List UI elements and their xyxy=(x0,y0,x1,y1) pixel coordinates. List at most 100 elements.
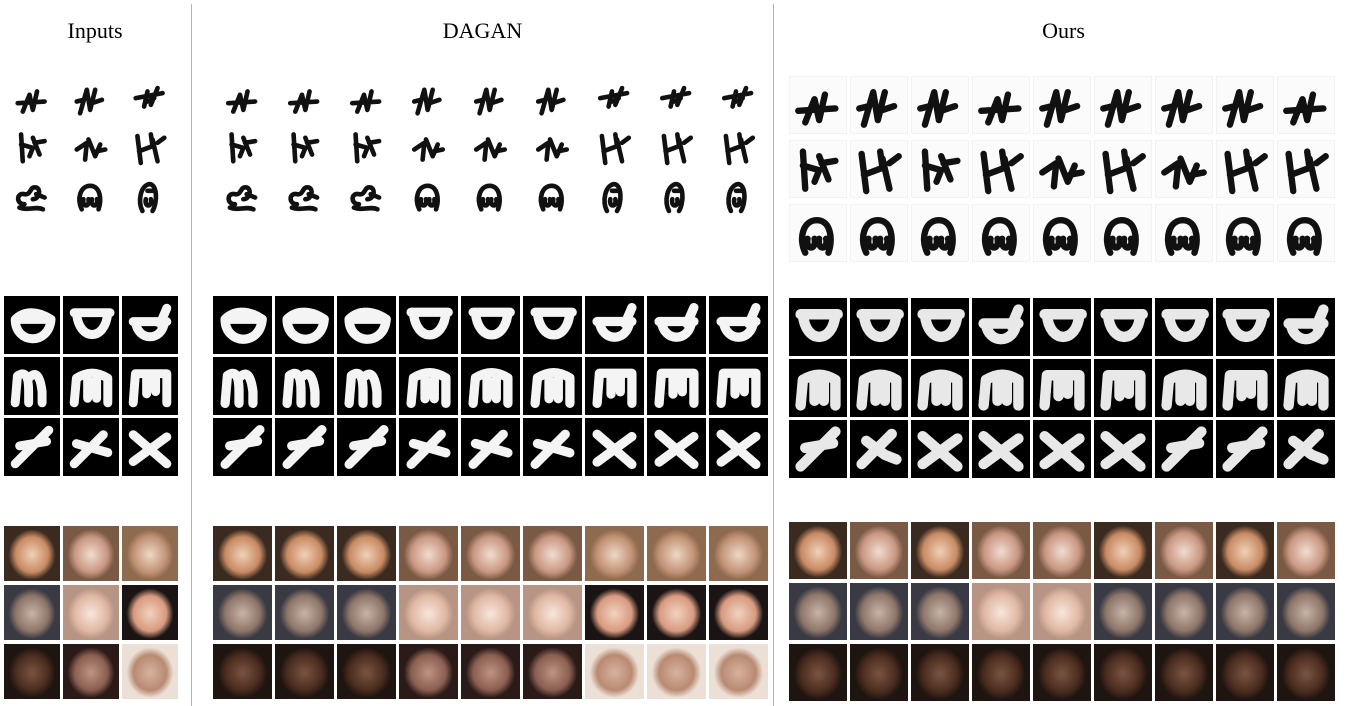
omniglot-inputs-cell-r2-c3 xyxy=(122,357,178,415)
handwritten-inputs-cell-r2-c1 xyxy=(4,126,60,168)
omniglot-ours-grid xyxy=(789,298,1335,478)
omniglot-dagan-cell-r1-c9 xyxy=(709,296,768,354)
omniglot-dagan-cell-r2-c7 xyxy=(585,357,644,415)
omniglot-dagan-cell-r1-c1 xyxy=(213,296,272,354)
omniglot-dagan-cell-r3-c4 xyxy=(399,418,458,476)
faces-dagan-cell-r1-c3 xyxy=(337,526,396,581)
handwritten-dagan-cell-r2-c6 xyxy=(523,126,582,168)
handwritten-dagan-cell-r3-c3 xyxy=(337,174,396,216)
handwritten-dagan-cell-r3-c5 xyxy=(461,174,520,216)
omniglot-dagan-cell-r3-c2 xyxy=(275,418,334,476)
faces-dagan-cell-r1-c5 xyxy=(461,526,520,581)
handwritten-dagan-cell-r3-c1 xyxy=(213,174,272,216)
omniglot-inputs-cell-r2-c1 xyxy=(4,357,60,415)
handwritten-inputs-cell-r2-c2 xyxy=(63,126,119,168)
handwritten-dagan-cell-r1-c5 xyxy=(461,78,520,120)
faces-dagan-cell-r2-c4 xyxy=(399,585,458,640)
handwritten-dagan-cell-r2-c1 xyxy=(213,126,272,168)
faces-ours-cell-r1-c8 xyxy=(1216,522,1274,579)
faces-ours-cell-r1-c5 xyxy=(1033,522,1091,579)
faces-dagan-cell-r1-c9 xyxy=(709,526,768,581)
ours-title: Ours xyxy=(1042,18,1085,43)
handwritten-dagan-cell-r2-c5 xyxy=(461,126,520,168)
handwritten-dagan-cell-r3-c2 xyxy=(275,174,334,216)
faces-dagan-cell-r2-c3 xyxy=(337,585,396,640)
omniglot-inputs-grid xyxy=(4,296,178,476)
handwritten-dagan-cell-r1-c2 xyxy=(275,78,334,120)
handwritten-ours-cell-r2-c9 xyxy=(1277,140,1335,198)
omniglot-inputs-cell-r3-c3 xyxy=(122,418,178,476)
omniglot-inputs-cell-r3-c2 xyxy=(63,418,119,476)
column-divider xyxy=(773,4,774,706)
omniglot-ours-cell-r3-c7 xyxy=(1155,420,1213,478)
handwritten-dagan-cell-r3-c6 xyxy=(523,174,582,216)
handwritten-dagan-cell-r2-c4 xyxy=(399,126,458,168)
omniglot-ours-cell-r2-c9 xyxy=(1277,359,1335,417)
ours-panel: Ours xyxy=(775,0,1352,706)
handwritten-ours-cell-r1-c3 xyxy=(911,76,969,134)
inputs-panel: Inputs xyxy=(0,0,190,706)
faces-ours-cell-r3-c9 xyxy=(1277,644,1335,701)
omniglot-ours-cell-r2-c5 xyxy=(1033,359,1091,417)
faces-dagan-cell-r2-c8 xyxy=(647,585,706,640)
omniglot-dagan-cell-r2-c8 xyxy=(647,357,706,415)
omniglot-dagan-cell-r3-c3 xyxy=(337,418,396,476)
handwritten-inputs-cell-r3-c3 xyxy=(122,174,178,216)
faces-dagan-cell-r2-c9 xyxy=(709,585,768,640)
omniglot-ours-cell-r3-c5 xyxy=(1033,420,1091,478)
handwritten-ours-grid xyxy=(789,76,1335,262)
faces-inputs-grid xyxy=(4,526,178,699)
faces-dagan-cell-r2-c2 xyxy=(275,585,334,640)
omniglot-dagan-cell-r1-c5 xyxy=(461,296,520,354)
omniglot-dagan-cell-r2-c5 xyxy=(461,357,520,415)
faces-ours-grid xyxy=(789,522,1335,701)
faces-dagan-cell-r2-c1 xyxy=(213,585,272,640)
faces-ours-cell-r1-c7 xyxy=(1155,522,1213,579)
handwritten-ours-cell-r2-c4 xyxy=(972,140,1030,198)
faces-ours-cell-r1-c6 xyxy=(1094,522,1152,579)
handwritten-ours-cell-r1-c7 xyxy=(1155,76,1213,134)
omniglot-inputs-cell-r1-c2 xyxy=(63,296,119,354)
faces-dagan-cell-r2-c7 xyxy=(585,585,644,640)
omniglot-ours-cell-r2-c4 xyxy=(972,359,1030,417)
faces-ours-cell-r3-c5 xyxy=(1033,644,1091,701)
faces-ours-cell-r1-c1 xyxy=(789,522,847,579)
omniglot-dagan-cell-r1-c3 xyxy=(337,296,396,354)
faces-dagan-cell-r3-c7 xyxy=(585,644,644,699)
handwritten-dagan-cell-r1-c7 xyxy=(585,78,644,120)
handwritten-ours-cell-r2-c5 xyxy=(1033,140,1091,198)
omniglot-ours-cell-r1-c7 xyxy=(1155,298,1213,356)
faces-ours-cell-r2-c5 xyxy=(1033,583,1091,640)
faces-ours-cell-r2-c6 xyxy=(1094,583,1152,640)
handwritten-dagan-cell-r2-c7 xyxy=(585,126,644,168)
faces-dagan-cell-r2-c6 xyxy=(523,585,582,640)
handwritten-ours-cell-r2-c7 xyxy=(1155,140,1213,198)
omniglot-ours-cell-r2-c1 xyxy=(789,359,847,417)
omniglot-ours-cell-r1-c2 xyxy=(850,298,908,356)
omniglot-inputs-cell-r1-c3 xyxy=(122,296,178,354)
faces-dagan-cell-r3-c9 xyxy=(709,644,768,699)
handwritten-dagan-cell-r2-c9 xyxy=(709,126,768,168)
omniglot-dagan-cell-r3-c8 xyxy=(647,418,706,476)
handwritten-ours-cell-r1-c1 xyxy=(789,76,847,134)
omniglot-inputs-cell-r1-c1 xyxy=(4,296,60,354)
faces-dagan-cell-r1-c6 xyxy=(523,526,582,581)
handwritten-ours-cell-r1-c5 xyxy=(1033,76,1091,134)
faces-inputs-cell-r3-c3 xyxy=(122,644,178,699)
handwritten-ours-cell-r2-c2 xyxy=(850,140,908,198)
faces-ours-cell-r2-c3 xyxy=(911,583,969,640)
faces-inputs-cell-r1-c3 xyxy=(122,526,178,581)
omniglot-dagan-cell-r1-c4 xyxy=(399,296,458,354)
omniglot-ours-cell-r3-c9 xyxy=(1277,420,1335,478)
faces-ours-cell-r3-c7 xyxy=(1155,644,1213,701)
handwritten-inputs-cell-r3-c2 xyxy=(63,174,119,216)
omniglot-dagan-cell-r1-c6 xyxy=(523,296,582,354)
handwritten-ours-cell-r3-c7 xyxy=(1155,204,1213,262)
handwritten-dagan-cell-r3-c9 xyxy=(709,174,768,216)
faces-ours-cell-r1-c2 xyxy=(850,522,908,579)
handwritten-ours-cell-r2-c6 xyxy=(1094,140,1152,198)
handwritten-ours-cell-r3-c5 xyxy=(1033,204,1091,262)
handwritten-ours-cell-r2-c3 xyxy=(911,140,969,198)
handwritten-dagan-cell-r2-c2 xyxy=(275,126,334,168)
handwritten-dagan-cell-r1-c4 xyxy=(399,78,458,120)
